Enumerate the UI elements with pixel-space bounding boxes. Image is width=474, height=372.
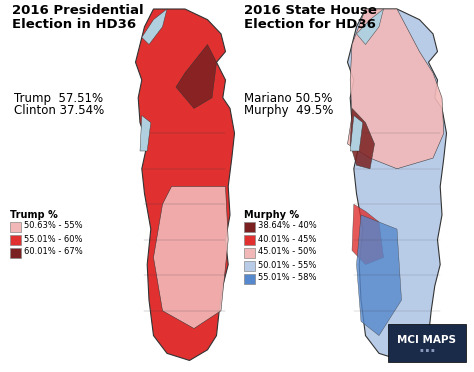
Polygon shape xyxy=(142,9,167,45)
Polygon shape xyxy=(347,9,444,169)
Text: 2016 State House: 2016 State House xyxy=(244,4,377,17)
Text: 40.01% - 45%: 40.01% - 45% xyxy=(258,234,316,244)
Polygon shape xyxy=(140,115,151,151)
Polygon shape xyxy=(176,45,217,108)
FancyBboxPatch shape xyxy=(244,235,255,245)
Text: Clinton 37.54%: Clinton 37.54% xyxy=(14,104,104,117)
Text: 60.01% - 67%: 60.01% - 67% xyxy=(24,247,83,257)
Text: Trump  57.51%: Trump 57.51% xyxy=(14,92,103,105)
FancyBboxPatch shape xyxy=(244,274,255,284)
FancyBboxPatch shape xyxy=(244,222,255,232)
Text: MCI MAPS: MCI MAPS xyxy=(398,335,456,345)
FancyBboxPatch shape xyxy=(10,222,21,232)
Polygon shape xyxy=(356,9,383,45)
Text: Trump %: Trump % xyxy=(10,210,58,220)
Polygon shape xyxy=(350,108,374,169)
Polygon shape xyxy=(154,186,228,328)
Text: 55.01% - 58%: 55.01% - 58% xyxy=(258,273,317,282)
Text: 2016 Presidential: 2016 Presidential xyxy=(12,4,144,17)
Text: Murphy %: Murphy % xyxy=(244,210,299,220)
Polygon shape xyxy=(350,115,363,151)
Text: 50.63% - 55%: 50.63% - 55% xyxy=(24,221,82,231)
Text: ▪ ▪ ▪: ▪ ▪ ▪ xyxy=(419,347,434,353)
Text: Murphy  49.5%: Murphy 49.5% xyxy=(244,104,333,117)
Text: 55.01% - 60%: 55.01% - 60% xyxy=(24,234,82,244)
Text: Election in HD36: Election in HD36 xyxy=(12,18,136,31)
Polygon shape xyxy=(347,9,447,360)
Polygon shape xyxy=(356,215,401,336)
Text: 50.01% - 55%: 50.01% - 55% xyxy=(258,260,316,269)
FancyBboxPatch shape xyxy=(244,261,255,271)
Polygon shape xyxy=(136,9,235,360)
Text: Election for HD36: Election for HD36 xyxy=(244,18,376,31)
Text: 45.01% - 50%: 45.01% - 50% xyxy=(258,247,316,257)
Text: 38.64% - 40%: 38.64% - 40% xyxy=(258,221,317,231)
FancyBboxPatch shape xyxy=(388,324,466,362)
Text: Mariano 50.5%: Mariano 50.5% xyxy=(244,92,332,105)
FancyBboxPatch shape xyxy=(10,248,21,258)
FancyBboxPatch shape xyxy=(10,235,21,245)
Polygon shape xyxy=(352,204,383,264)
FancyBboxPatch shape xyxy=(244,248,255,258)
